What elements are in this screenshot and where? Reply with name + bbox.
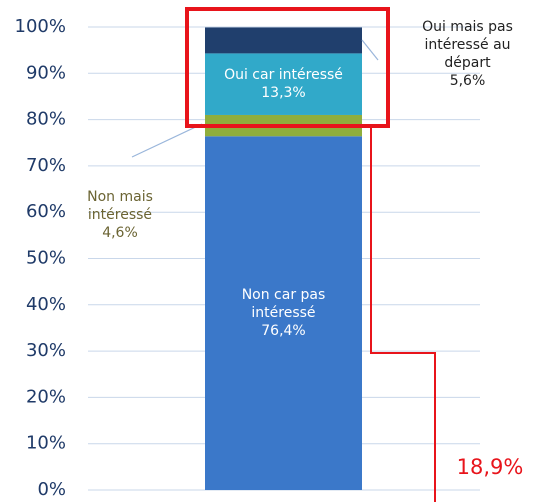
series-name: Non mais intéressé: [87, 189, 153, 223]
value-label: 5,6%: [449, 73, 486, 89]
segment-label: Oui car intéressé 13,3%: [213, 66, 354, 102]
y-tick-label: 10%: [26, 433, 66, 454]
y-tick-label: 60%: [26, 201, 66, 222]
highlight-box: [185, 7, 390, 128]
segment-label: Non mais intéressé 4,6%: [60, 188, 180, 242]
y-tick-label: 70%: [26, 155, 66, 176]
series-name: Non car pas intéressé: [241, 287, 326, 322]
bar-segment: [205, 136, 362, 490]
value-label: 4,6%: [102, 225, 138, 241]
series-name: Oui mais pas intéressé au départ: [422, 19, 513, 71]
annotation: 18,9%: [457, 455, 524, 479]
value-label: 76,4%: [261, 323, 306, 340]
series-name: Oui car intéressé: [224, 67, 343, 84]
bar-segment: [205, 53, 362, 115]
leader-line: [131, 123, 203, 158]
y-tick-label: 80%: [26, 109, 66, 130]
segment-label: Non car pas intéressé 76,4%: [213, 286, 354, 340]
segment-label: Oui mais pas intéressé au départ 5,6%: [400, 18, 535, 90]
y-tick-label: 90%: [26, 62, 66, 83]
connector: [370, 126, 436, 502]
y-tick-label: 40%: [26, 294, 66, 315]
value-label: 13,3%: [261, 85, 306, 102]
leader-line: [361, 39, 379, 61]
y-tick-label: 100%: [15, 16, 66, 37]
y-tick-label: 0%: [37, 479, 66, 500]
y-tick-label: 30%: [26, 340, 66, 361]
y-tick-label: 50%: [26, 248, 66, 269]
y-tick-label: 20%: [26, 386, 66, 407]
bar-segment: [205, 27, 362, 54]
